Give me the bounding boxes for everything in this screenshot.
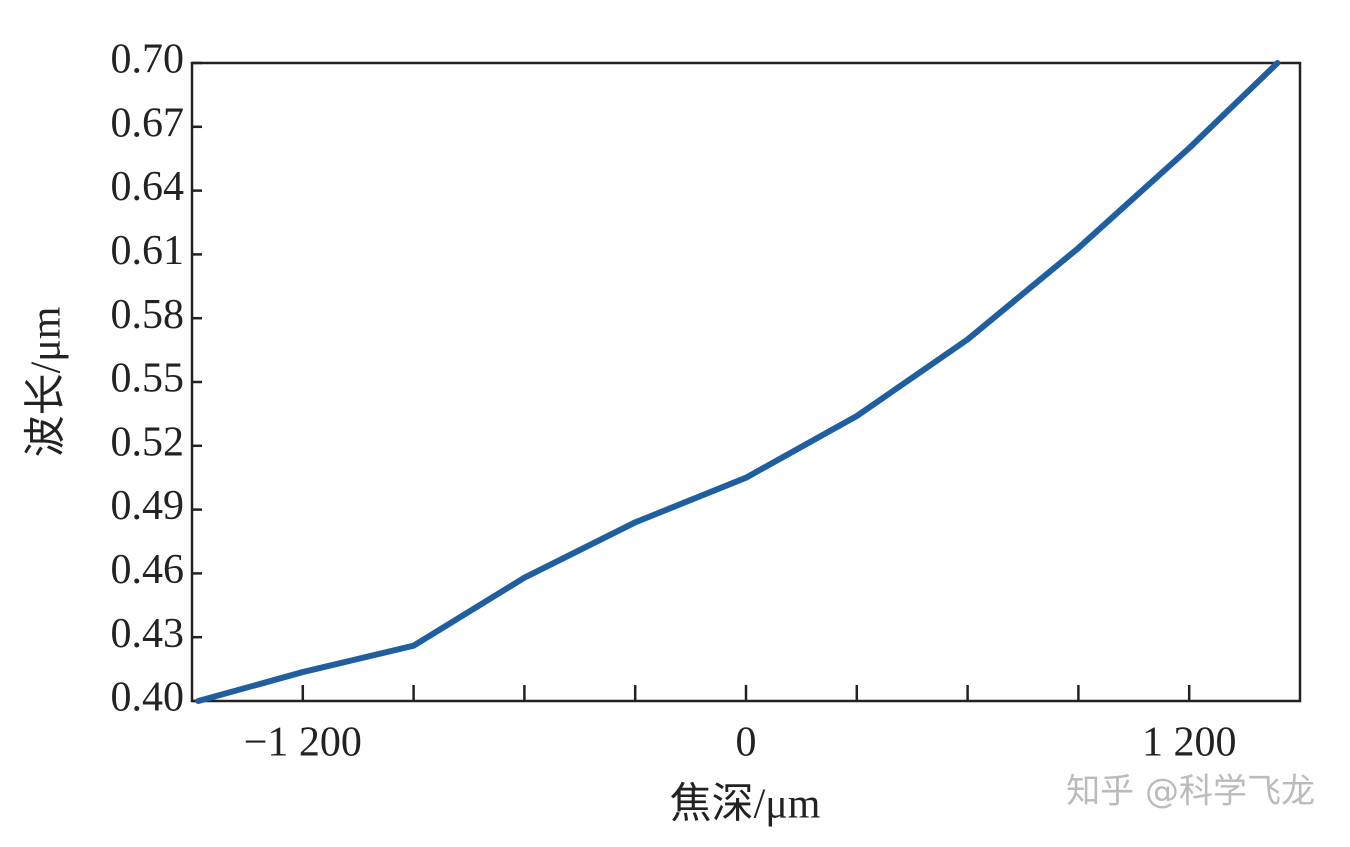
- y-tick-label: 0.52: [111, 419, 185, 465]
- x-tick-label: −1 200: [244, 720, 362, 766]
- plot-frame: [190, 61, 1302, 703]
- y-tick-label: 0.40: [111, 675, 185, 721]
- line-series: [195, 60, 1281, 704]
- y-tick-label: 0.58: [111, 292, 185, 338]
- y-tick-label: 0.46: [111, 547, 185, 593]
- y-tick-label: 0.49: [111, 483, 185, 529]
- y-tick-label: 0.55: [111, 356, 185, 402]
- y-tick-label: 0.70: [111, 37, 185, 83]
- x-axis-label: 焦深/μm: [670, 782, 821, 828]
- watermark: 知乎 @科学飞龙: [1066, 772, 1315, 812]
- x-tick-label: 0: [736, 720, 757, 766]
- y-tick-label: 0.67: [111, 100, 185, 146]
- y-tick-label: 0.43: [111, 611, 185, 657]
- y-axis-label: 波长/μm: [24, 306, 70, 457]
- y-tick-label: 0.64: [111, 164, 185, 210]
- x-tick-label: 1 200: [1142, 720, 1237, 766]
- y-tick-label: 0.61: [111, 228, 185, 274]
